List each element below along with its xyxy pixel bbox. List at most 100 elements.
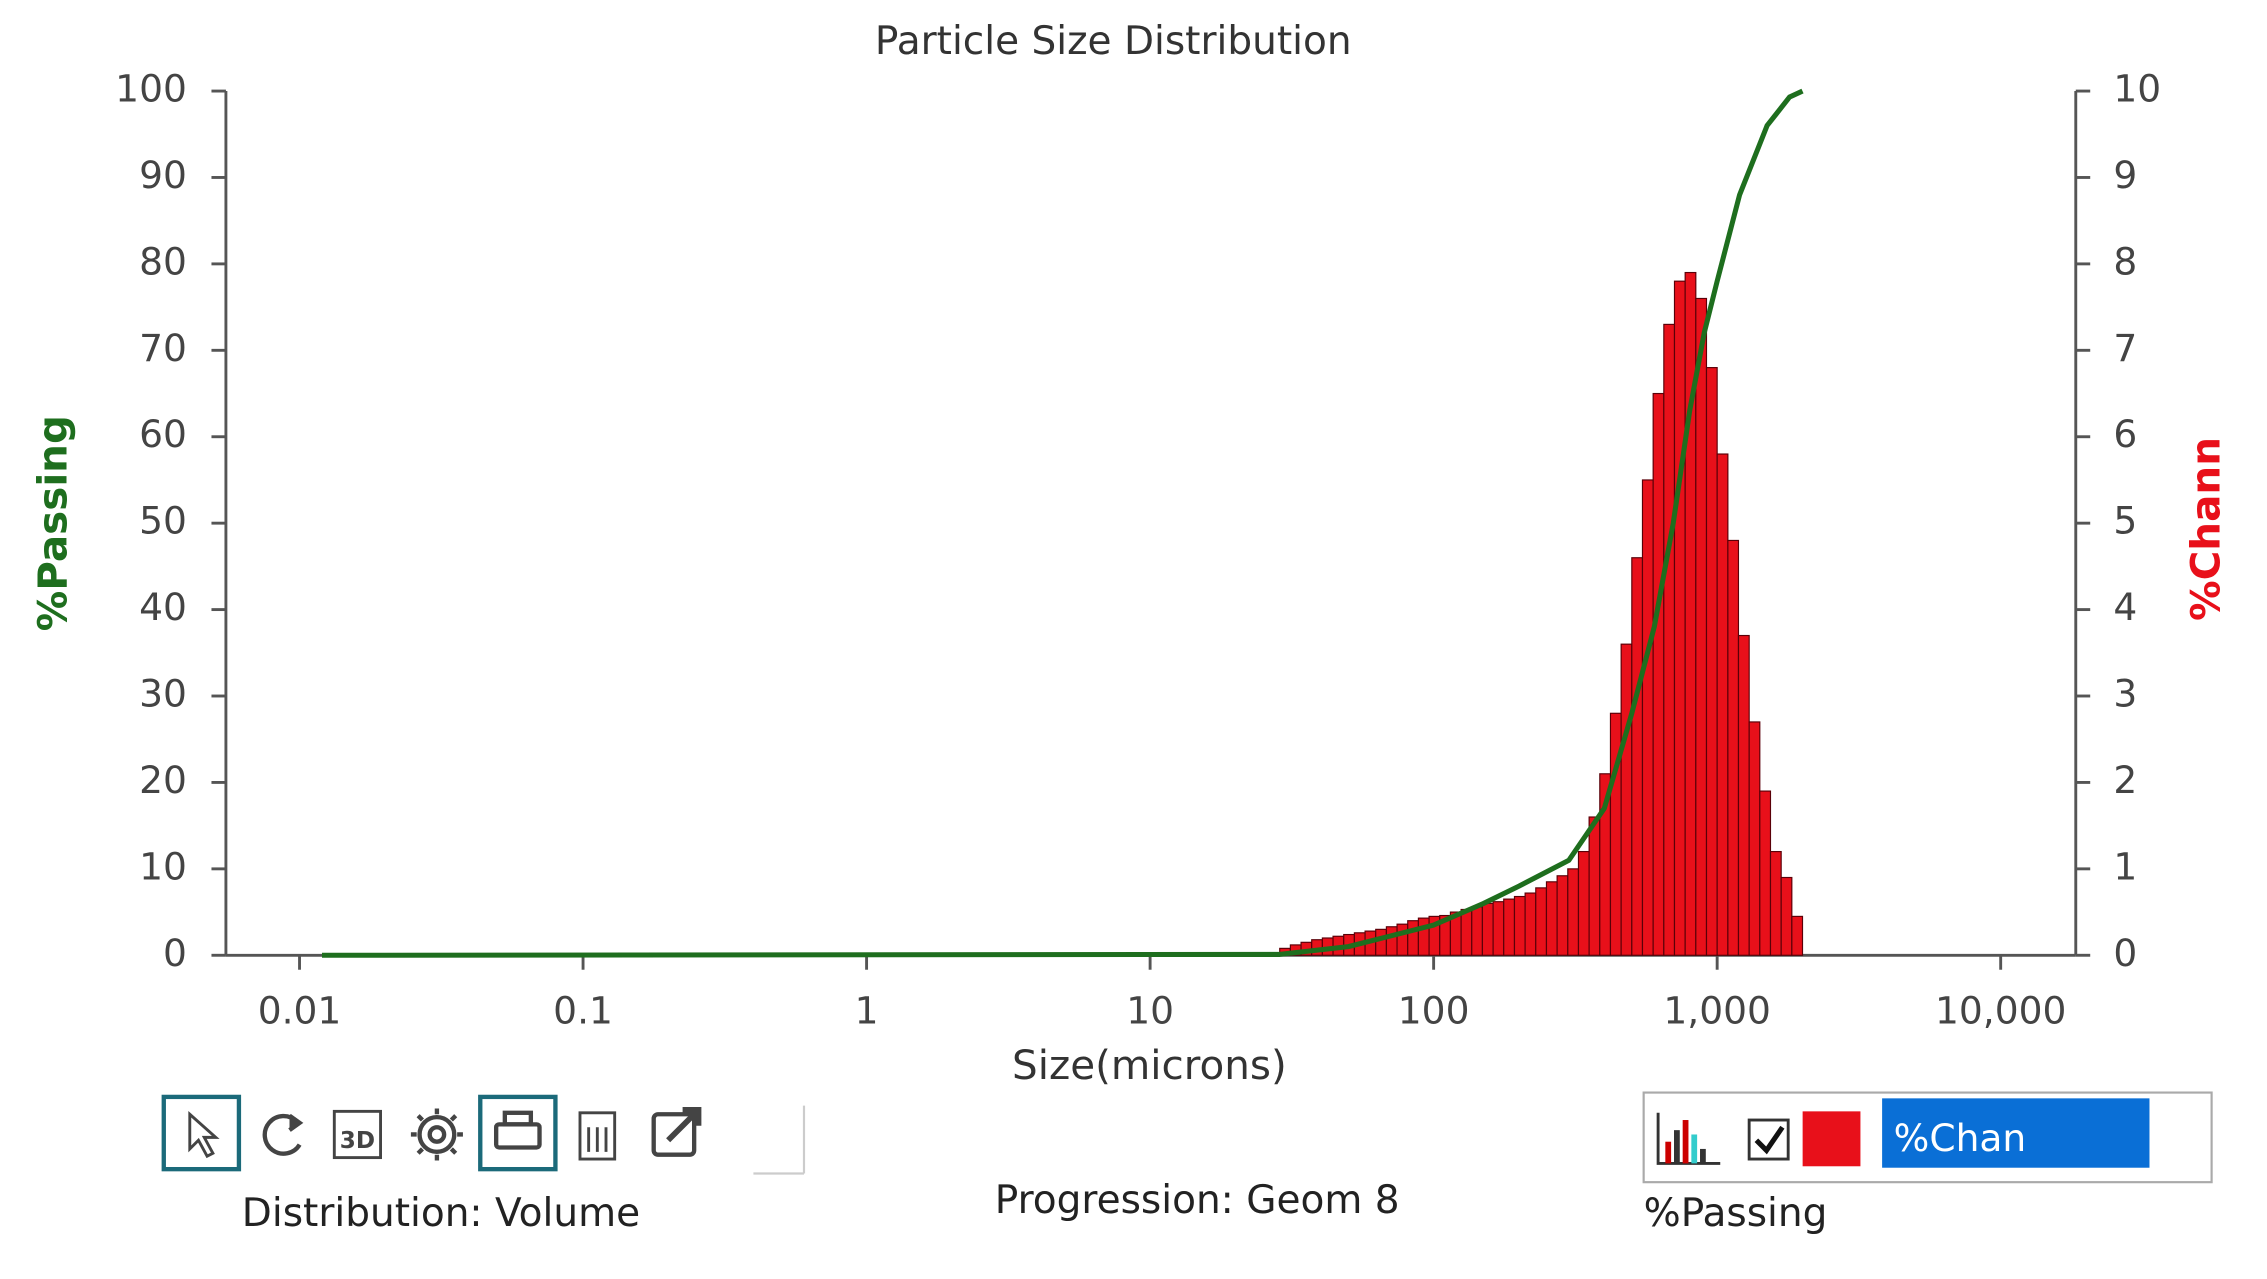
y2-tick-label: 0	[2113, 931, 2137, 975]
x-tick-label: 1	[855, 989, 879, 1033]
histogram-bar	[1641, 479, 1654, 956]
settings-hub	[427, 1125, 447, 1144]
histogram-bar	[1513, 895, 1526, 956]
y-tick-label: 80	[139, 239, 187, 283]
x-tick-label: 0.01	[258, 989, 342, 1033]
pointer-icon	[188, 1111, 220, 1159]
printer-body	[494, 1122, 542, 1150]
settings-teeth	[410, 1108, 463, 1161]
histogram-bar	[1769, 850, 1782, 956]
y-tick-label: 20	[139, 758, 187, 802]
export-button[interactable]	[651, 1112, 697, 1157]
histogram-bar	[1503, 898, 1516, 956]
series-selector: %Chan	[1642, 1091, 2213, 1184]
print-button[interactable]	[478, 1094, 558, 1172]
histogram-bar	[1588, 816, 1601, 956]
histogram-icon-bar	[1691, 1134, 1698, 1164]
series-dropdown-text: %Chan	[1894, 1116, 2027, 1160]
y2-tick-label: 2	[2113, 758, 2137, 802]
histogram-bar	[1631, 557, 1644, 956]
histogram-bar	[1375, 928, 1387, 956]
histogram-bar	[1663, 323, 1676, 956]
y2-axis-label: %Chann	[2182, 437, 2230, 621]
x-tick-label: 100	[1398, 989, 1470, 1033]
histogram-bar	[1620, 643, 1633, 956]
histogram-icon-bar	[1665, 1141, 1672, 1164]
histogram-bar	[1716, 453, 1729, 956]
histogram-bar	[1705, 367, 1718, 956]
y-tick-label: 40	[139, 585, 187, 629]
y-tick-label: 50	[139, 499, 187, 543]
3d-button[interactable]	[332, 1109, 382, 1160]
progression-label: Progression: Geom 8	[995, 1178, 1400, 1223]
x-axis-label: Size(microns)	[1012, 1041, 1287, 1089]
y-tick-label: 70	[139, 326, 187, 370]
rotate-button[interactable]	[262, 1113, 302, 1156]
clipboard-button[interactable]	[578, 1111, 617, 1161]
x-tick-label: 1,000	[1663, 989, 1771, 1033]
y2-tick-label: 3	[2113, 672, 2137, 716]
select-button[interactable]	[161, 1094, 242, 1172]
histogram-bar	[1460, 908, 1473, 956]
histogram-bar	[1556, 875, 1569, 956]
printer-paper	[502, 1110, 534, 1127]
toolbar-divider	[753, 1105, 806, 1175]
toolbar: 3D	[161, 1094, 806, 1175]
y2-tick-label: 7	[2113, 326, 2137, 370]
y-tick-label: 100	[115, 67, 187, 111]
x-tick-label: 0.1	[553, 989, 613, 1033]
3d-glyph: 3D	[340, 1128, 375, 1154]
histogram-bar	[1545, 881, 1558, 956]
clipboard-lines	[587, 1127, 608, 1152]
histogram-bar	[1652, 392, 1665, 956]
y2-tick-label: 6	[2113, 412, 2137, 456]
y-tick-label: 0	[163, 931, 187, 975]
distribution-label: Distribution: Volume	[242, 1191, 640, 1236]
histogram-bar	[1385, 926, 1398, 956]
series-dropdown[interactable]	[1882, 1098, 2150, 1168]
histogram-bar	[1727, 539, 1740, 956]
histogram-icon-bar	[1674, 1130, 1680, 1164]
y2-tick-label: 1	[2113, 844, 2137, 888]
y2-tick-label: 8	[2113, 239, 2137, 283]
cumulative-line	[321, 88, 1804, 958]
series-color-swatch[interactable]	[1802, 1111, 1861, 1167]
y2-tick-label: 5	[2113, 499, 2137, 543]
export-arrow	[666, 1107, 702, 1143]
histogram-bar	[1791, 915, 1804, 956]
y-tick-label: 10	[139, 844, 187, 888]
histogram-bar	[1492, 901, 1505, 956]
y2-tick-label: 9	[2113, 153, 2137, 197]
rotate-arrow	[288, 1113, 304, 1132]
plot-area: 0 10 20 30 40 50 60 70 80 90 100 0 1 2 3 4 5 6 7 8 9 10 0.01 0.…	[115, 67, 2161, 1033]
histogram-icon-axis	[1656, 1112, 1721, 1165]
histogram-bar	[1695, 297, 1708, 956]
histogram-bar	[1780, 876, 1793, 956]
histogram-bar	[1396, 923, 1409, 956]
y-tick-label: 60	[139, 412, 187, 456]
histogram-bar	[1737, 634, 1750, 956]
histogram-bar	[1524, 892, 1537, 956]
series-checkbox[interactable]	[1747, 1118, 1790, 1161]
histogram-bar	[1535, 887, 1548, 956]
y-tick-label: 30	[139, 672, 187, 716]
y-axis-label: %Passing	[28, 415, 76, 631]
histogram-bar	[1417, 917, 1430, 956]
histogram-bar	[1673, 280, 1686, 956]
y2-tick-label: 4	[2113, 585, 2137, 629]
histogram-bar	[1577, 850, 1590, 956]
checkmark	[1754, 1125, 1785, 1155]
histogram-bar	[1481, 902, 1494, 956]
histogram-icon-bar	[1682, 1120, 1689, 1164]
histogram-bar	[1759, 790, 1772, 956]
histogram-icon-bar	[1700, 1148, 1706, 1164]
y-tick-label: 90	[139, 153, 187, 197]
settings-button[interactable]	[417, 1114, 457, 1154]
x-tick-label: 10,000	[1935, 989, 2066, 1033]
x-tick-label: 10	[1126, 989, 1174, 1033]
series-option[interactable]: %Passing	[1644, 1191, 1828, 1236]
histogram-bar	[1407, 920, 1419, 956]
histogram-bar	[1567, 868, 1580, 956]
